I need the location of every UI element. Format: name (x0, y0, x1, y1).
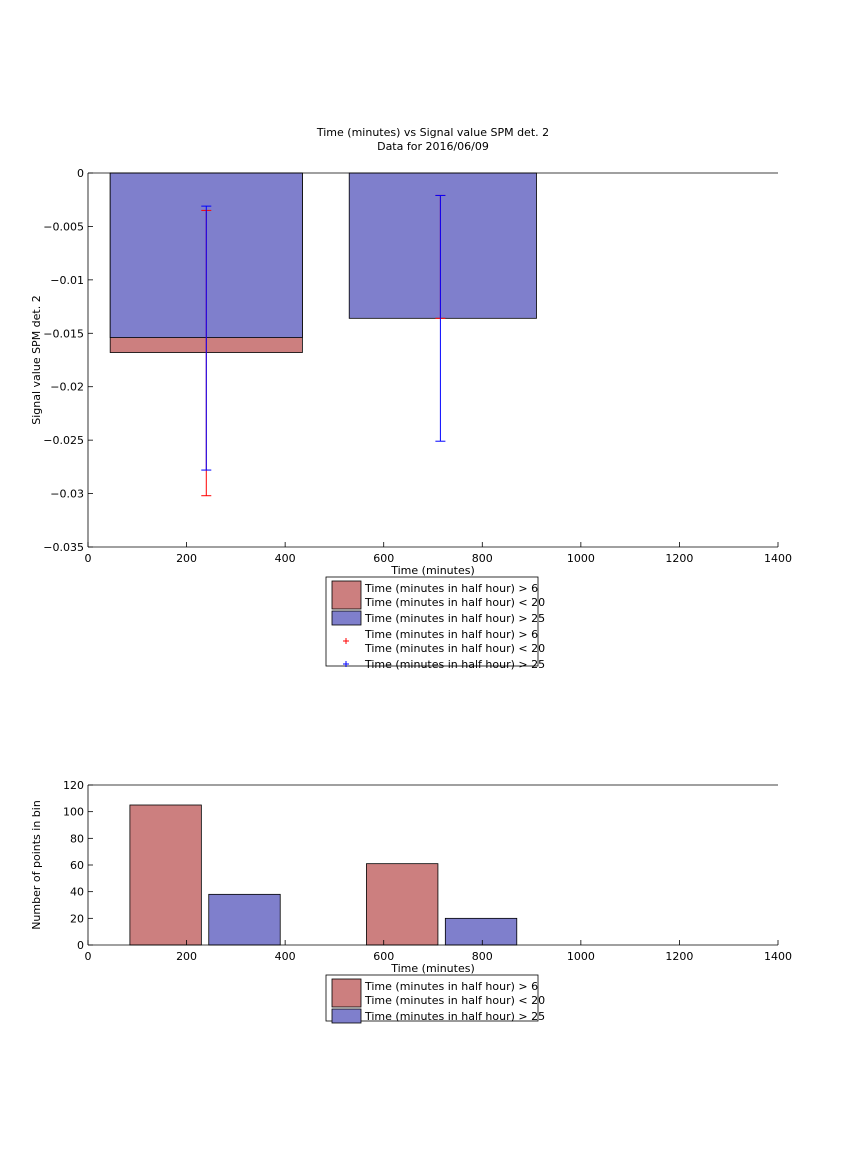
x-tick-label: 400 (275, 950, 296, 963)
x-tick-label: 600 (373, 552, 394, 565)
y-tick-label: 120 (63, 779, 84, 792)
y-tick-label: 20 (70, 912, 84, 925)
x-tick-label: 200 (176, 950, 197, 963)
legend-label: Time (minutes in half hour) < 20 (364, 642, 545, 655)
legend-label: Time (minutes in half hour) > 25 (364, 658, 545, 671)
y-tick-label: −0.02 (50, 381, 84, 394)
legend-label: Time (minutes in half hour) > 25 (364, 612, 545, 625)
x-tick-label: 1200 (665, 950, 693, 963)
x-tick-label: 1400 (764, 950, 792, 963)
y-tick-label: 0 (77, 939, 84, 952)
x-tick-label: 1000 (567, 950, 595, 963)
x-tick-label: 1400 (764, 552, 792, 565)
x-tick-label: 800 (472, 950, 493, 963)
legend-swatch (331, 978, 362, 1008)
legend-label: Time (minutes in half hour) > 6 (364, 628, 538, 641)
x-tick-label: 800 (472, 552, 493, 565)
y-tick-label: −0.025 (43, 434, 84, 447)
x-tick-label: 0 (85, 552, 92, 565)
legend-swatch (331, 1008, 362, 1024)
y-tick-label: −0.035 (43, 541, 84, 554)
bar-2 (208, 893, 281, 946)
legend-entry-4: Time (minutes in half hour) > 25 (343, 658, 545, 671)
legend-label: Time (minutes in half hour) < 20 (364, 596, 545, 609)
legend-entry-2: Time (minutes in half hour) > 25 (331, 610, 545, 626)
x-tick-label: 1200 (665, 552, 693, 565)
bar-1 (129, 804, 202, 946)
y-tick-label: 80 (70, 832, 84, 845)
chart-title: Time (minutes) vs Signal value SPM det. … (316, 126, 549, 139)
y-tick-label: −0.005 (43, 220, 84, 233)
y-axis-label: Number of points in bin (30, 800, 43, 930)
legend-label: Time (minutes in half hour) < 20 (364, 994, 545, 1007)
bar-4 (444, 917, 518, 946)
error-bar-4 (435, 194, 446, 442)
legend-entry-2: Time (minutes in half hour) > 25 (331, 1008, 545, 1024)
y-tick-label: −0.03 (50, 488, 84, 501)
x-tick-label: 1000 (567, 552, 595, 565)
legend-swatch (331, 610, 362, 626)
legend-label: Time (minutes in half hour) > 6 (364, 980, 538, 993)
legend-label: Time (minutes in half hour) > 25 (364, 1010, 545, 1023)
signal-chart: 0 200 400 600 800 1000 1200 1400 0 −0.005 −0.01 −0.… (30, 126, 792, 671)
x-tick-label: 600 (373, 950, 394, 963)
y-tick-label: 60 (70, 859, 84, 872)
legend-swatch (331, 580, 362, 610)
x-tick-label: 400 (275, 552, 296, 565)
chart-subtitle: Data for 2016/06/09 (377, 140, 489, 153)
count-chart: 0 200 400 600 800 1000 1200 1400 0 20 40 60 80 100 120… (30, 779, 792, 1024)
x-axis-label: Time (minutes) (390, 962, 475, 975)
x-axis-label: Time (minutes) (390, 564, 475, 577)
y-tick-label: 100 (63, 806, 84, 819)
y-tick-label: 40 (70, 886, 84, 899)
bar-3 (366, 863, 439, 946)
error-bar-2 (201, 205, 212, 471)
y-tick-label: −0.015 (43, 327, 84, 340)
y-tick-label: −0.01 (50, 274, 84, 287)
y-tick-label: 0 (77, 167, 84, 180)
x-tick-label: 0 (85, 950, 92, 963)
bar-3 (348, 172, 537, 319)
legend-label: Time (minutes in half hour) > 6 (364, 582, 538, 595)
x-tick-label: 200 (176, 552, 197, 565)
y-axis-label: Signal value SPM det. 2 (30, 295, 43, 425)
